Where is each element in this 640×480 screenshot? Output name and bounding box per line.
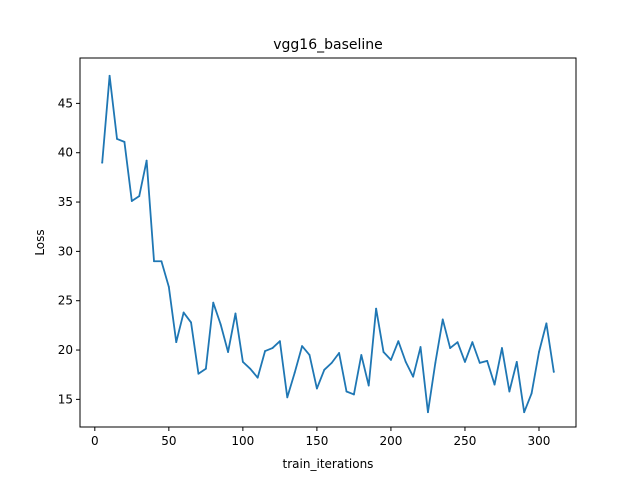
data-point xyxy=(241,360,244,363)
data-point xyxy=(101,161,104,164)
x-tick-label: 100 xyxy=(231,434,254,448)
data-point xyxy=(464,360,466,363)
data-point xyxy=(123,140,126,143)
data-point xyxy=(182,311,185,314)
x-tick-label: 300 xyxy=(528,434,551,448)
data-point xyxy=(456,341,459,344)
data-point xyxy=(167,285,170,288)
data-point xyxy=(471,341,474,344)
data-point xyxy=(234,312,237,315)
data-point xyxy=(308,354,311,356)
x-tick-label: 200 xyxy=(379,434,402,448)
data-point xyxy=(338,352,341,354)
data-point xyxy=(249,367,252,370)
data-point xyxy=(486,359,489,362)
data-point xyxy=(323,368,326,371)
data-point xyxy=(493,383,496,386)
data-point xyxy=(508,390,511,393)
chart-title: vgg16_baseline xyxy=(273,37,383,53)
series-layer xyxy=(101,74,555,414)
data-point xyxy=(138,195,141,198)
data-point xyxy=(545,322,548,325)
data-point xyxy=(330,361,333,364)
data-point xyxy=(219,323,222,326)
x-tick-label: 50 xyxy=(161,434,176,448)
data-point xyxy=(478,361,481,364)
data-point xyxy=(116,138,118,140)
plot-frame xyxy=(79,57,577,428)
x-axis-label: train_iterations xyxy=(283,457,374,471)
x-tick-label: 0 xyxy=(91,434,99,448)
data-point xyxy=(315,387,318,390)
data-point xyxy=(538,351,540,353)
data-point xyxy=(419,346,422,348)
data-point xyxy=(264,350,266,352)
data-point xyxy=(212,301,215,304)
data-point xyxy=(375,307,378,310)
y-tick-label: 40 xyxy=(58,146,73,160)
data-point xyxy=(360,354,363,356)
data-point xyxy=(353,393,355,396)
loss-series-line xyxy=(101,74,555,414)
data-point xyxy=(552,370,555,373)
data-point xyxy=(204,367,207,370)
data-point xyxy=(404,360,407,363)
y-tick-label: 35 xyxy=(58,195,73,209)
y-tick-label: 20 xyxy=(58,343,73,357)
y-tick-label: 15 xyxy=(58,392,73,406)
data-point xyxy=(286,396,289,399)
data-point xyxy=(160,260,163,263)
y-tick-label: 45 xyxy=(58,96,73,110)
data-point xyxy=(397,340,400,343)
data-point xyxy=(427,411,429,414)
data-point xyxy=(130,200,133,202)
data-point xyxy=(345,390,348,393)
data-point xyxy=(278,340,281,343)
data-point xyxy=(530,392,533,395)
data-point xyxy=(501,347,503,349)
data-point xyxy=(108,74,111,77)
x-tick-label: 250 xyxy=(454,434,477,448)
y-axis-label: Loss xyxy=(33,229,47,255)
data-point xyxy=(441,318,444,321)
data-point xyxy=(175,341,178,344)
data-point xyxy=(153,260,155,263)
data-point xyxy=(271,347,274,349)
data-point xyxy=(523,411,526,414)
y-tick-label: 25 xyxy=(58,294,73,308)
x-tick-label: 150 xyxy=(305,434,328,448)
data-point xyxy=(227,351,229,353)
data-point xyxy=(382,351,385,353)
y-tick-label: 30 xyxy=(58,244,73,258)
data-point xyxy=(190,321,192,324)
ticks-layer: 0 50 100 150 200 250 300 15 20 25 30 35 40 45 xyxy=(58,96,551,448)
data-point xyxy=(515,360,518,363)
data-point xyxy=(256,376,259,379)
data-point xyxy=(434,361,437,364)
data-point xyxy=(301,345,303,347)
data-point xyxy=(367,384,370,387)
data-point xyxy=(145,159,148,162)
data-point xyxy=(449,347,452,349)
data-point xyxy=(412,375,415,378)
data-point xyxy=(197,372,200,375)
data-point xyxy=(293,371,296,374)
data-point xyxy=(390,359,392,361)
